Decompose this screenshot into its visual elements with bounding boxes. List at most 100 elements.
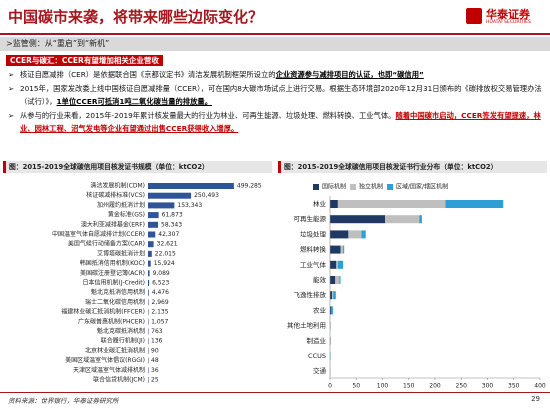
bar xyxy=(148,202,175,209)
bar xyxy=(148,309,149,316)
bar-segment xyxy=(330,215,386,224)
data-label: 6,523 xyxy=(152,280,169,287)
bullet: 核证自愿减排（CER）是依据联合国《京都议定书》清洁发展机制框架所设立的企业资源… xyxy=(8,68,543,81)
data-label: 1,057 xyxy=(151,318,168,325)
bar xyxy=(148,231,156,238)
bar xyxy=(148,260,151,267)
bullet-emphasis: 1单位CCER可抵消1吨二氧化碳当量的排放量。 xyxy=(56,97,212,106)
x-tick-label: 200 xyxy=(429,383,441,390)
y-tick-label: 交通 xyxy=(313,366,327,375)
y-tick-label: 魁北克抵消信用机制 xyxy=(91,288,145,296)
bar-segment xyxy=(332,291,334,300)
bullet-emphasis: 企业资源参与减排项目的认证，也即“碳信用” xyxy=(275,70,424,79)
data-label: 136 xyxy=(151,338,163,345)
bar xyxy=(148,250,152,257)
y-tick-label: 艾博塔碳抵消计划 xyxy=(97,249,145,257)
bar-segment xyxy=(336,260,338,269)
bullet-text: 从参与的行业来看，2015年-2019年累计核发量最大的行业为林业、可再生能源、… xyxy=(20,111,396,120)
legend-label: 独立机制 xyxy=(359,183,383,191)
y-tick-label: 中国温室气体自愿减排计划(CCER) xyxy=(52,230,145,238)
x-tick-label: 300 xyxy=(482,383,494,390)
y-tick-label: 福建林业碳汇抵消机制(FFCER) xyxy=(61,308,145,316)
page-number: 29 xyxy=(531,395,540,403)
bar-segment xyxy=(445,200,504,208)
legend-label: 国际机制 xyxy=(322,183,346,191)
y-tick-label: 美国气候行动储备方案(CAR) xyxy=(68,240,145,248)
y-tick-label: 瑞士二氧化碳信用机制 xyxy=(85,298,145,306)
data-label: 36 xyxy=(151,367,159,374)
chart: 国际机制 独立机制 区域/国家/辖区机制林业可再生能源垃圾处理燃料转换工业气体能效飞… xyxy=(287,183,546,390)
y-tick-label: 工业气体 xyxy=(300,260,327,269)
x-tick-label: 100 xyxy=(377,383,389,390)
bar xyxy=(148,280,150,286)
bar xyxy=(148,270,150,277)
data-label: 32,621 xyxy=(157,241,178,248)
bar-segment xyxy=(337,200,446,208)
bullet-text: 核证自愿减排（CER）是依据联合国《京都议定书》清洁发展机制框架所设立的 xyxy=(20,70,276,79)
y-tick-label: 天津区域温室气体减排机制 xyxy=(73,366,145,374)
bar-segment xyxy=(385,215,420,224)
bar xyxy=(148,318,149,325)
data-label: 499,285 xyxy=(237,183,262,190)
bar xyxy=(148,192,192,199)
bar-segment xyxy=(348,230,362,239)
y-tick-label: 广东碳普惠机制(PHCER) xyxy=(78,317,145,325)
bar-segment xyxy=(335,276,340,284)
bar xyxy=(148,328,149,335)
data-label: 61,873 xyxy=(162,212,183,219)
logo-icon xyxy=(466,8,482,24)
bar xyxy=(148,221,159,228)
bar-segment xyxy=(340,245,344,254)
logo-text: 华泰证券 xyxy=(486,8,530,21)
bar-segment xyxy=(330,276,336,284)
y-tick-label: 联合信贷机制(JCM) xyxy=(93,376,145,384)
y-tick-label: 澳大利亚减排基金(ERF) xyxy=(81,220,145,228)
x-tick-label: 400 xyxy=(534,383,546,390)
bar xyxy=(148,299,149,306)
legend-swatch xyxy=(387,184,394,190)
logo: 华泰证券 HUATAI SECURITIES xyxy=(464,6,542,28)
bar xyxy=(148,212,159,219)
y-tick-label: 美国碳注册登记簿(ACR) xyxy=(80,269,145,277)
data-label: 763 xyxy=(151,328,163,335)
y-tick-label: 制造业 xyxy=(307,336,327,345)
y-tick-label: 其他土地利用 xyxy=(287,321,326,330)
y-tick-label: 北京林业碳汇抵消机制 xyxy=(85,346,145,354)
data-label: 9,089 xyxy=(153,270,170,277)
bar xyxy=(148,377,149,383)
bar-segment xyxy=(330,291,333,300)
data-label: 25 xyxy=(151,377,159,384)
y-tick-label: 能效 xyxy=(313,275,327,284)
data-label: 2,969 xyxy=(152,299,169,306)
y-tick-label: 清洁发展机制(CDM) xyxy=(90,182,145,190)
y-tick-label: 燃料转换 xyxy=(300,245,327,254)
bar xyxy=(148,183,234,189)
bar xyxy=(148,241,154,248)
bar xyxy=(148,338,149,345)
bar-segment xyxy=(332,306,334,315)
data-label: 2,135 xyxy=(151,309,168,316)
y-tick-label: 美国区域温室气体倡议(RGGI) xyxy=(65,356,145,364)
y-tick-label: 农业 xyxy=(313,305,327,314)
bullet-emphasis: 随着中国碳市启动，CCER签发有望提速，林业、园林工程、沼气发电等企业有望通过出… xyxy=(20,111,541,133)
data-label: 58,343 xyxy=(161,221,182,228)
tag: CCER与碳汇：CCER有望增加相关企业营收 xyxy=(6,55,163,66)
y-tick-label: 韩国抵消信用机制(KOC) xyxy=(80,259,145,267)
y-tick-label: 可再生能源 xyxy=(294,214,327,223)
bar-segment xyxy=(419,215,422,224)
y-tick-label: 加州履约抵消计划 xyxy=(97,201,145,209)
bar xyxy=(148,367,149,374)
chart-title: 图：2015-2019全球碳信用项目核发证书行业分布（单位：ktCO2） xyxy=(278,161,547,173)
data-label: 90 xyxy=(151,347,159,354)
y-tick-label: 核证碳减排标准(VCS) xyxy=(86,191,145,199)
bar-segment xyxy=(333,291,336,300)
bar-segment xyxy=(330,245,341,254)
bullet: 从参与的行业来看，2015年-2019年累计核发量最大的行业为林业、可再生能源、… xyxy=(8,109,543,135)
x-tick-label: 0 xyxy=(328,383,332,390)
slide-title: 中国碳市来袭，将带来哪些边际变化？ xyxy=(8,8,264,26)
legend-swatch xyxy=(313,184,319,190)
bar-segment xyxy=(339,276,341,284)
data-label: 4,476 xyxy=(152,289,169,296)
logo-subtext: HUATAI SECURITIES xyxy=(486,20,531,25)
